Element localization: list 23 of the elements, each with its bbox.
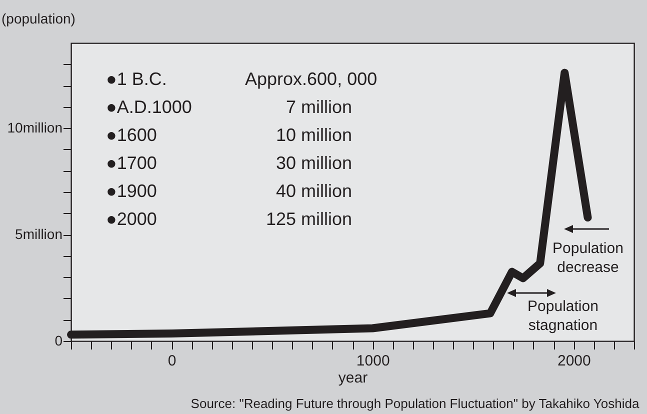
- annotation: Population decrease: [552, 240, 624, 276]
- annotation: ●A.D.1000: [106, 97, 192, 117]
- annotation: ●1 B.C.: [106, 69, 167, 89]
- annotation: ●2000: [106, 209, 157, 229]
- annotation: ●1600: [106, 125, 157, 145]
- annotation: 7 million: [286, 97, 352, 117]
- x-axis-title: year: [338, 370, 368, 386]
- y-tick-label: 5million: [15, 226, 62, 242]
- annotation: ●1900: [106, 181, 157, 201]
- annotation: Population stagnation: [528, 298, 598, 334]
- annotation: 10 million: [276, 125, 352, 145]
- source-note: Source: "Reading Future through Population Fluctuation" by Takahiko Yoshida: [190, 396, 640, 411]
- y-tick-label: 0: [54, 332, 63, 348]
- annotation: Approx.600, 000: [245, 69, 378, 89]
- annotation: 30 million: [276, 153, 352, 173]
- x-tick-label: 0: [168, 352, 176, 370]
- x-tick-label: 2000: [557, 352, 591, 370]
- y-axis-title: (population): [2, 10, 76, 26]
- y-tick-label: 10million: [7, 120, 62, 136]
- annotation: 40 million: [276, 181, 352, 201]
- x-tick-label: 1000: [356, 352, 390, 370]
- annotation: ●1700: [106, 153, 157, 173]
- annotation: 125 million: [266, 209, 352, 229]
